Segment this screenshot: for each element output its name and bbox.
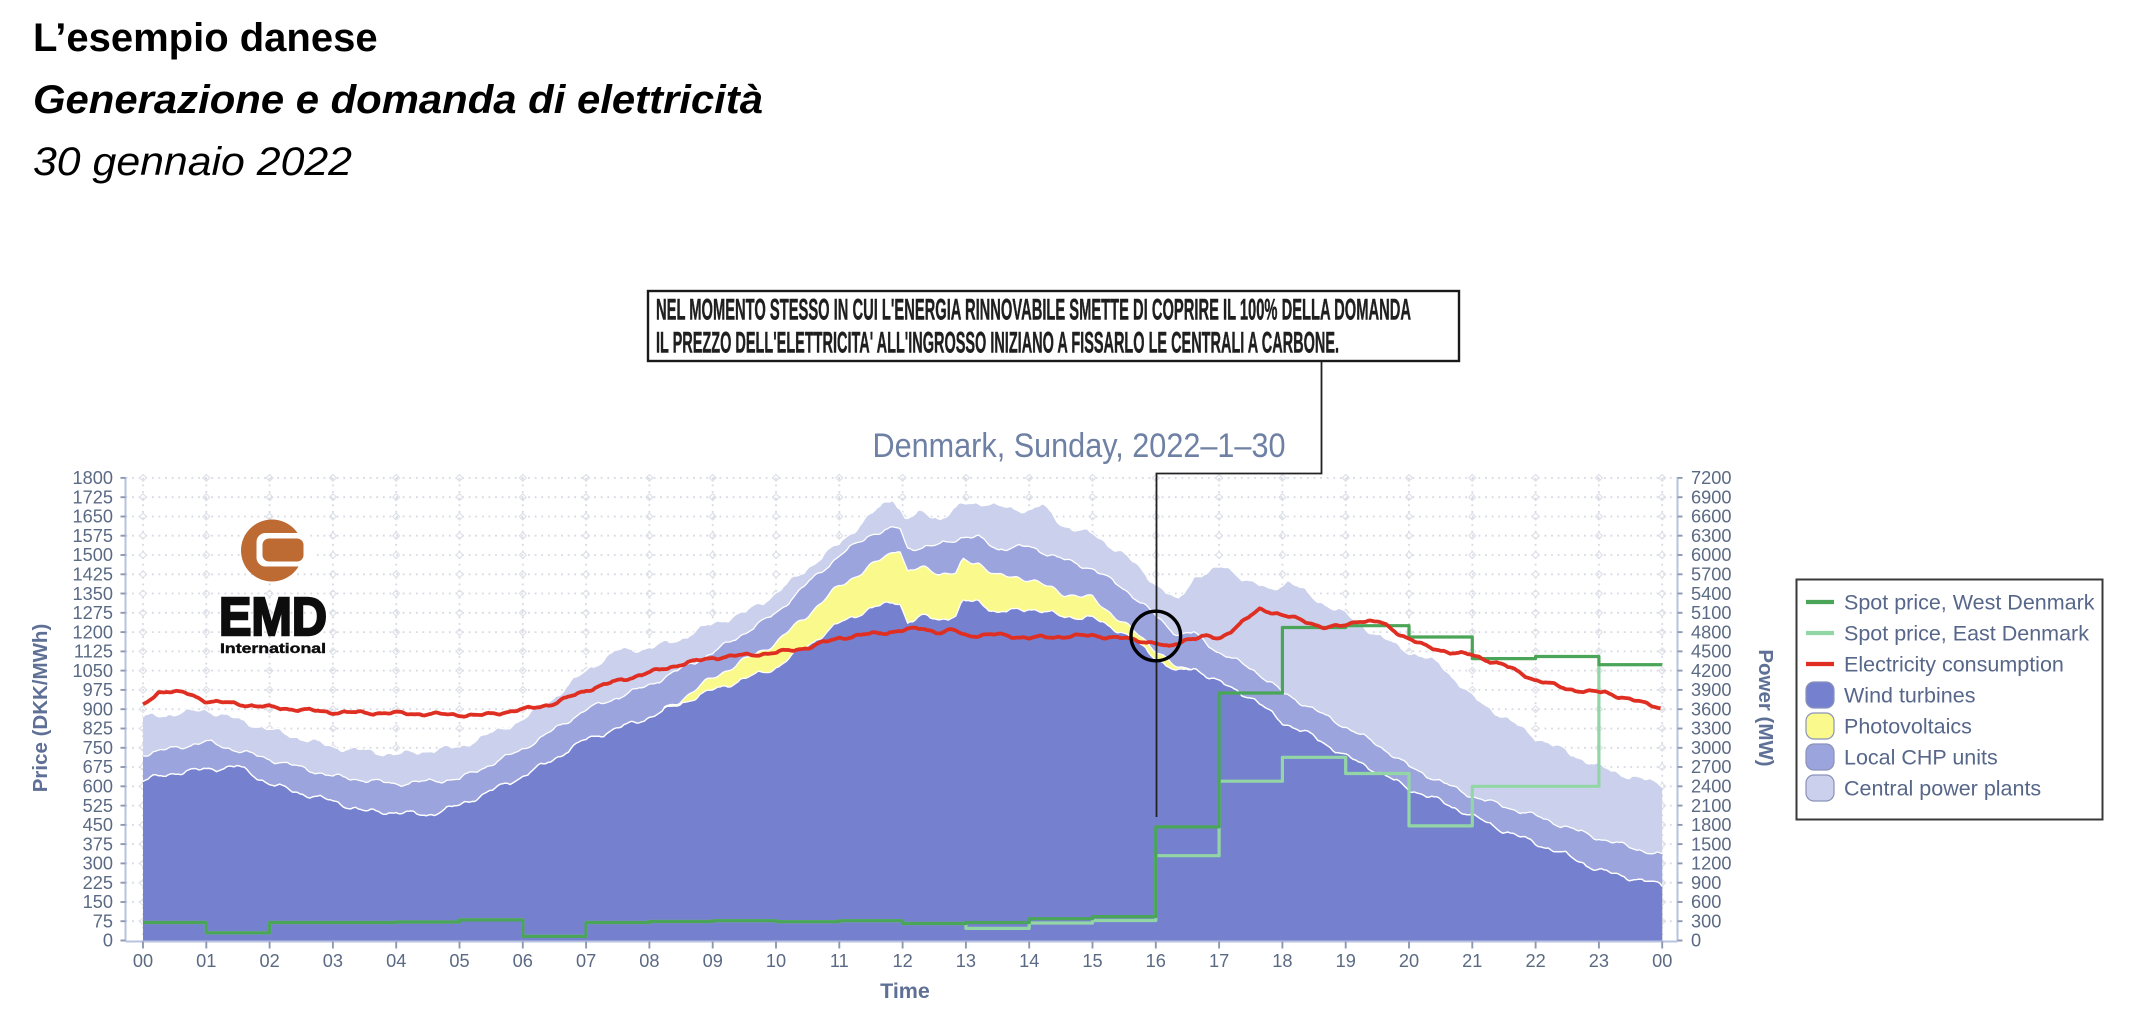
svg-text:7200: 7200 — [1691, 468, 1731, 488]
svg-text:12: 12 — [892, 951, 912, 971]
svg-text:1800: 1800 — [73, 468, 113, 488]
svg-text:600: 600 — [1691, 892, 1721, 912]
svg-text:Denmark, Sunday, 2022–1–30: Denmark, Sunday, 2022–1–30 — [873, 427, 1286, 465]
svg-text:Spot price, East Denmark: Spot price, East Denmark — [1844, 622, 2089, 646]
svg-text:16: 16 — [1146, 951, 1166, 971]
svg-text:600: 600 — [83, 777, 113, 797]
svg-text:1500: 1500 — [73, 545, 113, 565]
svg-text:Central power plants: Central power plants — [1844, 777, 2041, 801]
svg-text:450: 450 — [83, 815, 113, 835]
svg-text:09: 09 — [703, 951, 723, 971]
svg-text:3600: 3600 — [1691, 699, 1731, 719]
svg-text:Spot price, West Denmark: Spot price, West Denmark — [1844, 591, 2095, 615]
svg-text:03: 03 — [323, 951, 343, 971]
svg-text:1575: 1575 — [73, 526, 113, 546]
svg-text:Price (DKK/MWh): Price (DKK/MWh) — [29, 624, 52, 793]
svg-text:0: 0 — [1691, 931, 1701, 951]
svg-text:20: 20 — [1399, 951, 1419, 971]
svg-text:11: 11 — [830, 951, 849, 971]
svg-text:06: 06 — [513, 951, 533, 971]
svg-text:300: 300 — [1691, 911, 1721, 931]
svg-text:825: 825 — [83, 719, 113, 739]
svg-text:07: 07 — [576, 951, 596, 971]
svg-text:00: 00 — [133, 951, 153, 971]
svg-text:5100: 5100 — [1691, 603, 1731, 623]
svg-text:NEL MOMENTO STESSO IN CUI L'EN: NEL MOMENTO STESSO IN CUI L'ENERGIA RINN… — [656, 294, 1411, 327]
svg-text:675: 675 — [83, 757, 113, 777]
svg-text:6000: 6000 — [1691, 545, 1731, 565]
svg-text:22: 22 — [1525, 951, 1545, 971]
svg-text:04: 04 — [386, 951, 406, 971]
svg-text:1800: 1800 — [1691, 815, 1731, 835]
svg-text:300: 300 — [83, 854, 113, 874]
svg-text:1650: 1650 — [73, 507, 113, 527]
svg-text:02: 02 — [259, 951, 279, 971]
svg-text:1425: 1425 — [73, 565, 113, 585]
svg-text:EMD: EMD — [219, 587, 327, 647]
svg-text:1050: 1050 — [73, 661, 113, 681]
svg-text:1500: 1500 — [1691, 834, 1731, 854]
svg-text:15: 15 — [1082, 951, 1102, 971]
svg-text:1200: 1200 — [1691, 854, 1731, 874]
svg-text:Power (MW): Power (MW) — [1754, 649, 1777, 766]
svg-text:Wind turbines: Wind turbines — [1844, 684, 1975, 708]
svg-text:05: 05 — [449, 951, 469, 971]
svg-text:Local CHP units: Local CHP units — [1844, 746, 1998, 770]
svg-text:Photovoltaics: Photovoltaics — [1844, 715, 1972, 739]
svg-text:14: 14 — [1019, 951, 1039, 971]
svg-text:2100: 2100 — [1691, 796, 1731, 816]
svg-text:0: 0 — [103, 931, 113, 951]
svg-text:3300: 3300 — [1691, 719, 1731, 739]
svg-text:150: 150 — [83, 892, 113, 912]
svg-text:4200: 4200 — [1691, 661, 1731, 681]
svg-text:225: 225 — [83, 873, 113, 893]
svg-text:1200: 1200 — [73, 622, 113, 642]
svg-text:6600: 6600 — [1691, 507, 1731, 527]
svg-text:13: 13 — [956, 951, 976, 971]
svg-text:IL PREZZO DELL'ELETTRICITA' AL: IL PREZZO DELL'ELETTRICITA' ALL'INGROSSO… — [656, 327, 1339, 360]
svg-text:30 gennaio 2022: 30 gennaio 2022 — [33, 140, 352, 184]
svg-text:21: 21 — [1462, 951, 1482, 971]
svg-text:750: 750 — [83, 738, 113, 758]
svg-text:Electricity consumption: Electricity consumption — [1844, 653, 2064, 677]
svg-text:08: 08 — [639, 951, 659, 971]
svg-text:5400: 5400 — [1691, 584, 1731, 604]
svg-text:19: 19 — [1336, 951, 1356, 971]
svg-text:4500: 4500 — [1691, 642, 1731, 662]
svg-text:23: 23 — [1589, 951, 1609, 971]
svg-text:L’esempio danese: L’esempio danese — [33, 16, 378, 60]
svg-text:1125: 1125 — [74, 642, 113, 662]
svg-text:6300: 6300 — [1691, 526, 1731, 546]
svg-text:4800: 4800 — [1691, 622, 1731, 642]
svg-text:525: 525 — [83, 796, 113, 816]
svg-text:Generazione e domanda di elett: Generazione e domanda di elettricità — [33, 78, 763, 122]
svg-text:1350: 1350 — [73, 584, 113, 604]
svg-text:75: 75 — [93, 911, 113, 931]
svg-text:00: 00 — [1652, 951, 1672, 971]
svg-text:17: 17 — [1209, 951, 1229, 971]
svg-text:6900: 6900 — [1691, 487, 1731, 507]
svg-text:1275: 1275 — [73, 603, 113, 623]
svg-text:01: 01 — [196, 951, 216, 971]
svg-text:10: 10 — [766, 951, 786, 971]
svg-text:3000: 3000 — [1691, 738, 1731, 758]
svg-text:2700: 2700 — [1691, 757, 1731, 777]
svg-text:1725: 1725 — [73, 487, 113, 507]
svg-text:900: 900 — [1691, 873, 1721, 893]
svg-text:International: International — [220, 640, 326, 656]
svg-text:375: 375 — [83, 834, 113, 854]
svg-text:5700: 5700 — [1691, 565, 1731, 585]
svg-text:975: 975 — [83, 680, 113, 700]
svg-text:Time: Time — [880, 979, 930, 1003]
svg-text:2400: 2400 — [1691, 777, 1731, 797]
svg-text:3900: 3900 — [1691, 680, 1731, 700]
svg-text:18: 18 — [1272, 951, 1292, 971]
svg-text:900: 900 — [83, 699, 113, 719]
